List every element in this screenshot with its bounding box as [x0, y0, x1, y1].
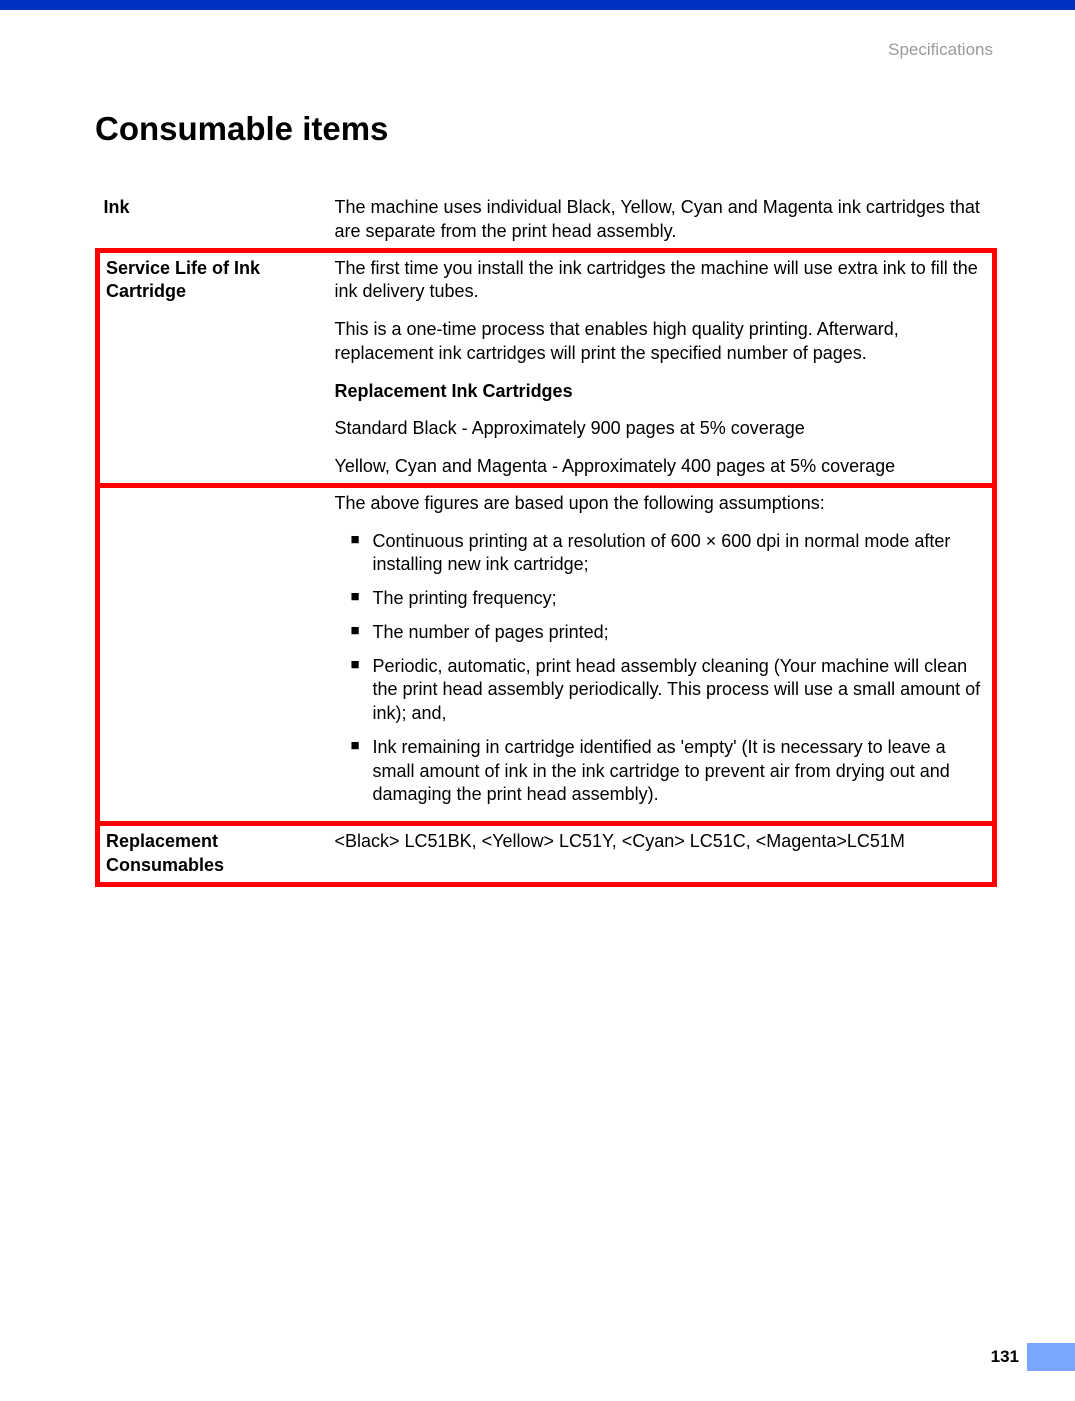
page-content: Specifications Consumable items Ink The … [0, 10, 1075, 1401]
page-title: Consumable items [95, 110, 997, 148]
value-replacement: <Black> LC51BK, <Yellow> LC51Y, <Cyan> L… [333, 824, 995, 885]
label-ink: Ink [98, 192, 333, 250]
spec-table: Ink The machine uses individual Black, Y… [95, 192, 997, 887]
value-assumptions: The above figures are based upon the fol… [333, 485, 995, 823]
assumption-item: Continuous printing at a resolution of 6… [351, 530, 989, 578]
ink-text: The machine uses individual Black, Yello… [335, 196, 991, 244]
page-number: 131 [991, 1347, 1019, 1367]
label-service-life: Service Life of Ink Cartridge [98, 250, 333, 485]
row-ink: Ink The machine uses individual Black, Y… [98, 192, 995, 250]
value-service-life: The first time you install the ink cartr… [333, 250, 995, 485]
assumption-item: The number of pages printed; [351, 621, 989, 645]
row-assumptions: The above figures are based upon the fol… [98, 485, 995, 823]
page-footer: 131 [991, 1343, 1075, 1371]
label-replacement: Replacement Consumables [98, 824, 333, 885]
assumption-item: Ink remaining in cartridge identified as… [351, 736, 989, 807]
assumptions-list: Continuous printing at a resolution of 6… [335, 530, 989, 808]
assumption-item: Periodic, automatic, print head assembly… [351, 655, 989, 726]
service-life-p2: This is a one-time process that enables … [335, 318, 989, 366]
footer-tab [1027, 1343, 1075, 1371]
label-assumptions-empty [98, 485, 333, 823]
assumptions-intro: The above figures are based upon the fol… [335, 492, 989, 516]
service-life-subhead: Replacement Ink Cartridges [335, 380, 989, 404]
top-bar [0, 0, 1075, 10]
replacement-text: <Black> LC51BK, <Yellow> LC51Y, <Cyan> L… [335, 830, 989, 854]
row-service-life: Service Life of Ink Cartridge The first … [98, 250, 995, 485]
value-ink: The machine uses individual Black, Yello… [333, 192, 995, 250]
assumption-item: The printing frequency; [351, 587, 989, 611]
service-life-p3: Standard Black - Approximately 900 pages… [335, 417, 989, 441]
row-replacement: Replacement Consumables <Black> LC51BK, … [98, 824, 995, 885]
section-header: Specifications [95, 40, 993, 60]
service-life-p4: Yellow, Cyan and Magenta - Approximately… [335, 455, 989, 479]
service-life-p1: The first time you install the ink cartr… [335, 257, 989, 305]
